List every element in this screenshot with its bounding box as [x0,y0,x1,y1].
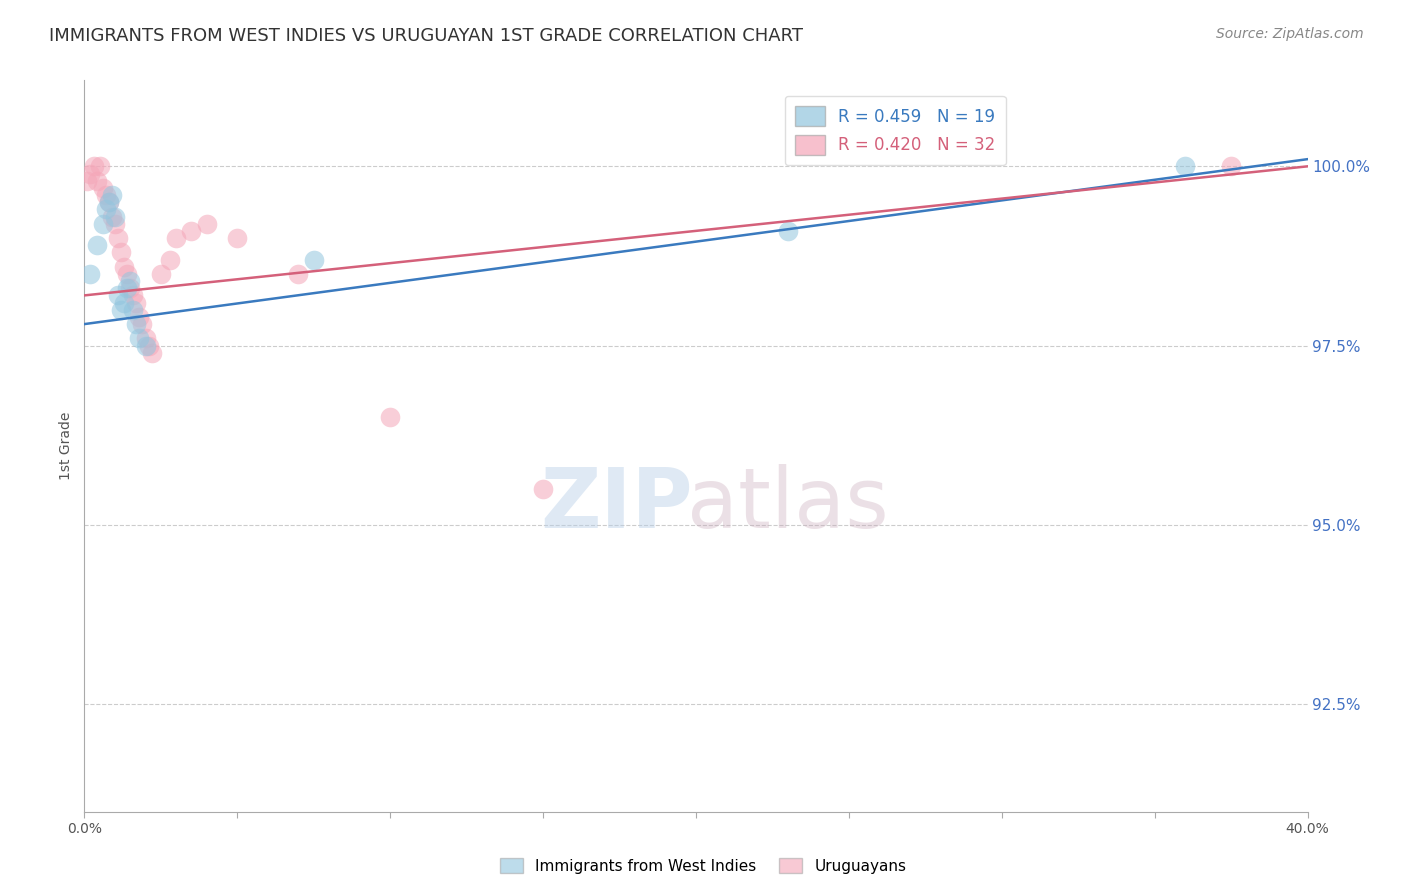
Point [107,231,129,245]
Point [110,302,132,317]
Point [122,302,145,317]
Point [135,331,157,345]
Point [107,288,129,302]
Point [380,410,402,425]
Point [86,238,108,252]
Text: atlas: atlas [688,464,889,545]
Point [97,195,120,210]
Point [91,217,114,231]
Point [122,288,145,302]
Point [180,224,202,238]
Point [125,295,148,310]
Point [195,217,218,231]
Point [94,202,117,217]
Point [128,331,150,345]
Point [128,310,150,324]
Point [141,345,163,359]
Point [79,267,101,281]
Point [76,174,98,188]
Point [89,159,111,173]
Y-axis label: 1st Grade: 1st Grade [59,412,73,480]
Point [135,338,157,352]
Point [110,245,132,260]
Point [91,181,114,195]
Point [287,267,309,281]
Point [226,231,249,245]
Point [149,267,172,281]
Point [165,231,187,245]
Point [159,252,181,267]
Point [776,224,799,238]
Point [1174,159,1197,173]
Point [101,210,124,224]
Point [125,317,148,331]
Point [115,281,138,295]
Point [112,260,135,274]
Point [120,274,142,288]
Text: Source: ZipAtlas.com: Source: ZipAtlas.com [1216,27,1364,41]
Point [131,317,153,331]
Point [86,174,108,188]
Point [302,252,325,267]
Point [94,188,117,202]
Legend: Immigrants from West Indies, Uruguayans: Immigrants from West Indies, Uruguayans [494,852,912,880]
Point [101,188,124,202]
Point [138,338,160,352]
Point [97,195,120,210]
Text: ZIP: ZIP [540,464,693,545]
Point [112,295,135,310]
Point [104,217,127,231]
Point [1220,159,1243,173]
Point [120,281,142,295]
Point [115,267,138,281]
Legend: R = 0.459   N = 19, R = 0.420   N = 32: R = 0.459 N = 19, R = 0.420 N = 32 [785,96,1005,165]
Text: IMMIGRANTS FROM WEST INDIES VS URUGUAYAN 1ST GRADE CORRELATION CHART: IMMIGRANTS FROM WEST INDIES VS URUGUAYAN… [49,27,803,45]
Point [83,159,105,173]
Point [531,482,554,496]
Point [104,210,127,224]
Point [79,167,101,181]
